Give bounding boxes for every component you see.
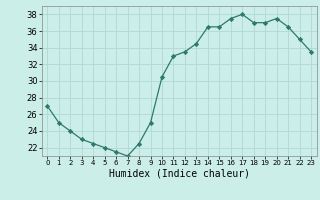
X-axis label: Humidex (Indice chaleur): Humidex (Indice chaleur) [109, 169, 250, 179]
